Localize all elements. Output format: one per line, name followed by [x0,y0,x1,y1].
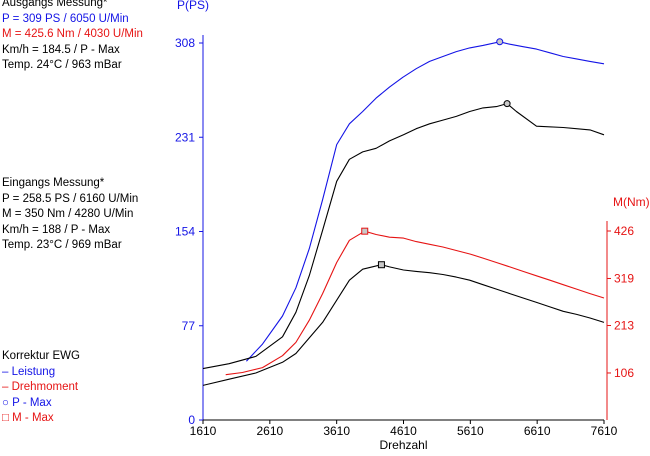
right-axis-tick-label: 213 [614,319,634,333]
x-axis-tick-label: 2610 [256,424,283,438]
output-power: P = 309 PS / 6050 U/Min [2,12,129,25]
input-measurement-block: Eingangs Messung* P = 258.5 PS / 6160 U/… [2,176,138,254]
torque-after-series [225,230,605,376]
output-torque: M = 425.6 Nm / 4030 U/Min [2,28,143,40]
input-conditions: Temp. 23°C / 969 mBar [2,239,122,251]
legend-power: – Leistung [2,365,80,381]
input-torque: M = 350 Nm / 4280 U/Min [2,208,134,220]
legend-torque: – Drehmoment [2,380,80,396]
x-axis-tick-label: 6610 [524,424,551,438]
x-axis-tick-label: 4610 [390,424,417,438]
right-axis-tick-label: 426 [614,224,634,238]
mmax-marker [361,227,369,235]
x-axis-tick-label: 7610 [591,424,618,438]
left-axis-tick-label: 308 [175,36,195,50]
square-icon: □ [2,412,9,424]
left-axis-tick-label: 77 [182,319,196,333]
output-measurement-block: Ausgangs Messung* P = 309 PS / 6050 U/Mi… [2,0,143,74]
x-axis-tick-label: 1610 [190,424,217,438]
legend: Korrektur EWG – Leistung – Drehmoment ○ … [2,349,80,427]
left-axis-tick-label: 231 [175,130,195,144]
legend-mmax: □ M - Max [2,411,80,427]
legend-mmax-label: M - Max [12,412,54,424]
circle-icon: ○ [2,396,9,409]
right-axis-tick-label: 106 [614,366,634,380]
legend-torque-label: Drehmoment [11,381,79,393]
right-axis-title: M(Nm) [613,195,650,209]
left-axis-tick-label: 0 [188,413,195,427]
pmax-marker [496,38,504,46]
input-power: P = 258.5 PS / 6160 U/Min [2,192,139,205]
power-after-series [245,41,605,362]
left-axis-title: P(PS) [177,0,209,12]
pmax-marker [503,100,511,108]
dash-icon: – [2,381,9,393]
power-before-series [202,103,605,370]
x-axis-title: Drehzahl [379,438,427,452]
mmax-marker [377,261,385,269]
x-axis-tick-label: 3610 [323,424,350,438]
output-conditions: Temp. 24°C / 963 mBar [2,59,122,71]
output-title: Ausgangs Messung* [2,0,108,9]
legend-pmax-label: P - Max [12,396,52,409]
right-axis-tick-label: 319 [614,271,634,285]
x-axis-tick-label: 5610 [457,424,484,438]
left-axis-tick-label: 154 [175,225,195,239]
dash-icon: – [2,365,9,378]
input-speed: Km/h = 188 / P - Max [2,223,111,236]
legend-power-label: Leistung [11,365,56,378]
output-speed: Km/h = 184.5 / P - Max [2,43,120,56]
input-title: Eingangs Messung* [2,177,105,189]
legend-title: Korrektur EWG [2,350,80,362]
torque-before-series [202,264,605,386]
legend-pmax: ○ P - Max [2,396,80,412]
